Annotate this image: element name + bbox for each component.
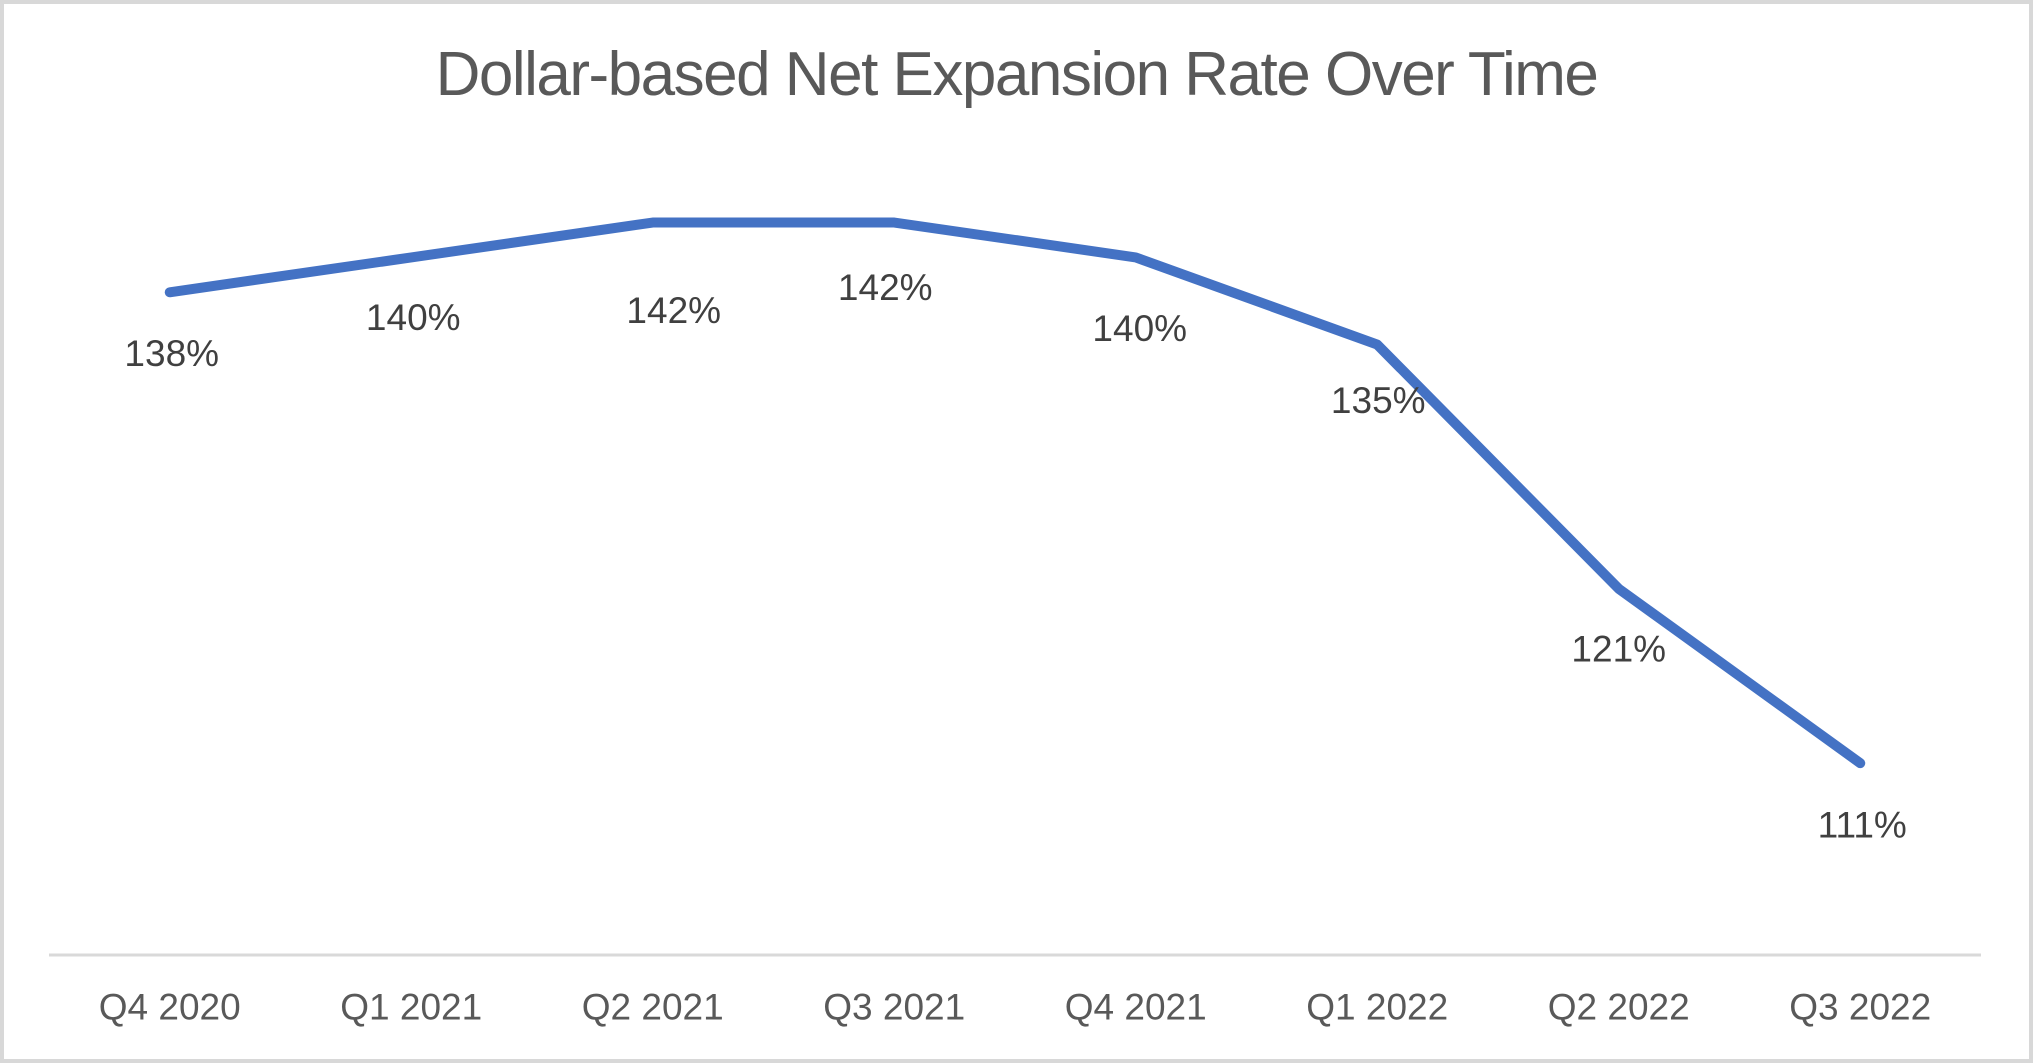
x-axis-labels-group: Q4 2020 Q1 2021 Q2 2021 Q3 2021 Q4 2021 Q1 20… <box>99 987 1931 1028</box>
x-axis-tick-label: Q4 2021 <box>1065 987 1207 1028</box>
x-axis-tick-label: Q1 2021 <box>340 987 482 1028</box>
data-label: 142% <box>626 290 721 331</box>
data-label: 121% <box>1571 628 1666 669</box>
x-axis-tick-label: Q3 2022 <box>1789 987 1931 1028</box>
x-axis-tick-label: Q1 2022 <box>1306 987 1448 1028</box>
data-label: 142% <box>838 267 933 308</box>
data-labels-group: 138% 140% 142% 142% 140% 135% 121% 111% <box>124 267 1906 846</box>
data-label: 140% <box>366 297 461 338</box>
x-axis-tick-label: Q2 2021 <box>582 987 724 1028</box>
x-axis-tick-label: Q4 2020 <box>99 987 241 1028</box>
x-axis-tick-label: Q3 2021 <box>823 987 965 1028</box>
data-label: 111% <box>1818 805 1907 846</box>
data-label: 140% <box>1092 308 1187 349</box>
data-label: 138% <box>124 333 219 374</box>
data-label: 135% <box>1331 380 1426 421</box>
series-group <box>164 217 1866 769</box>
x-axis-tick-label: Q2 2022 <box>1548 987 1690 1028</box>
chart-title: Dollar-based Net Expansion Rate Over Tim… <box>435 40 1599 109</box>
series-polyline <box>164 217 1866 769</box>
